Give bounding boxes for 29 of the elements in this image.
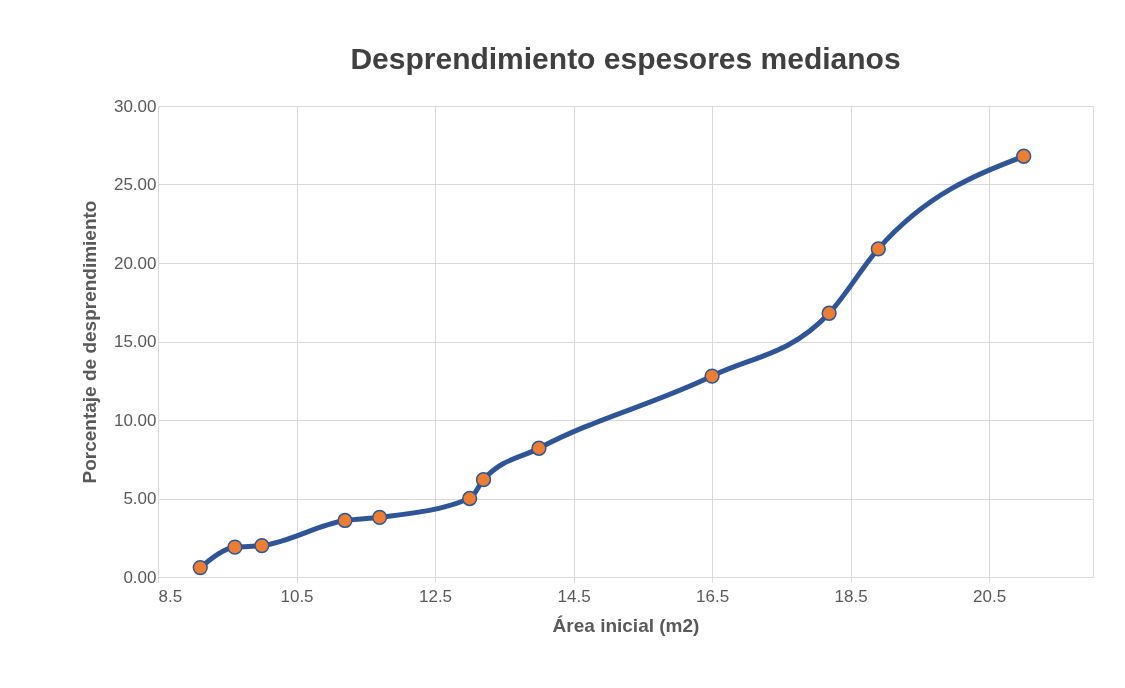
point bbox=[821, 305, 837, 321]
y-tick-label: 5.00 bbox=[123, 489, 157, 508]
y-tick-label: 30.00 bbox=[113, 96, 157, 116]
point bbox=[462, 490, 478, 507]
x-tick-label: 12.5 bbox=[418, 586, 453, 606]
point bbox=[227, 539, 243, 555]
y-tick-label: 10.00 bbox=[113, 410, 157, 430]
y-tick-label: 20.00 bbox=[113, 253, 157, 273]
point bbox=[254, 537, 270, 554]
point bbox=[371, 509, 388, 525]
point bbox=[531, 440, 547, 456]
y-tick-label: 25.00 bbox=[113, 175, 157, 194]
point bbox=[1016, 148, 1032, 164]
point bbox=[192, 559, 208, 576]
point bbox=[475, 472, 492, 488]
point bbox=[704, 368, 720, 384]
x-tick-label: 10.5 bbox=[280, 586, 314, 606]
x-tick-label: 20.5 bbox=[973, 586, 1007, 606]
chart-title: Desprendimiento espesores medianos bbox=[350, 42, 901, 75]
y-axis-title: Porcentaje de desprendimiento bbox=[78, 200, 100, 484]
x-axis-title: Área inicial (m2) bbox=[552, 614, 700, 636]
x-tick-label: 8.5 bbox=[158, 586, 183, 606]
y-tick-label: 0.00 bbox=[123, 567, 157, 587]
x-tick-label: 18.5 bbox=[834, 586, 868, 606]
point bbox=[870, 241, 886, 257]
x-tick-label: 14.5 bbox=[557, 586, 591, 606]
point bbox=[337, 512, 353, 529]
x-tick-label: 16.5 bbox=[696, 586, 730, 606]
y-tick-label: 15.00 bbox=[113, 332, 157, 351]
